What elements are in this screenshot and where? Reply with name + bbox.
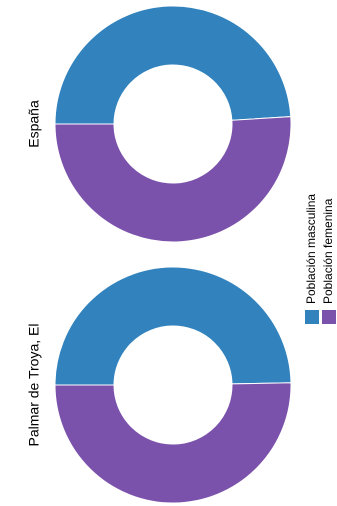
legend-label-female: Población femenina — [321, 198, 335, 304]
donut-slice-2-male[interactable] — [54, 266, 292, 386]
legend: Población masculina Población femenina — [304, 194, 336, 324]
donut-slice-1-male[interactable] — [54, 5, 292, 125]
donut-slice-2-female[interactable] — [54, 382, 292, 504]
legend-swatch-male — [305, 310, 319, 324]
donut-slice-1-female[interactable] — [54, 116, 292, 243]
legend-label-male: Población masculina — [304, 194, 318, 304]
donut-label-2: Palmar de Troya, El — [26, 324, 42, 447]
legend-swatch-female — [322, 310, 336, 324]
donut-label-1: España — [26, 100, 42, 148]
